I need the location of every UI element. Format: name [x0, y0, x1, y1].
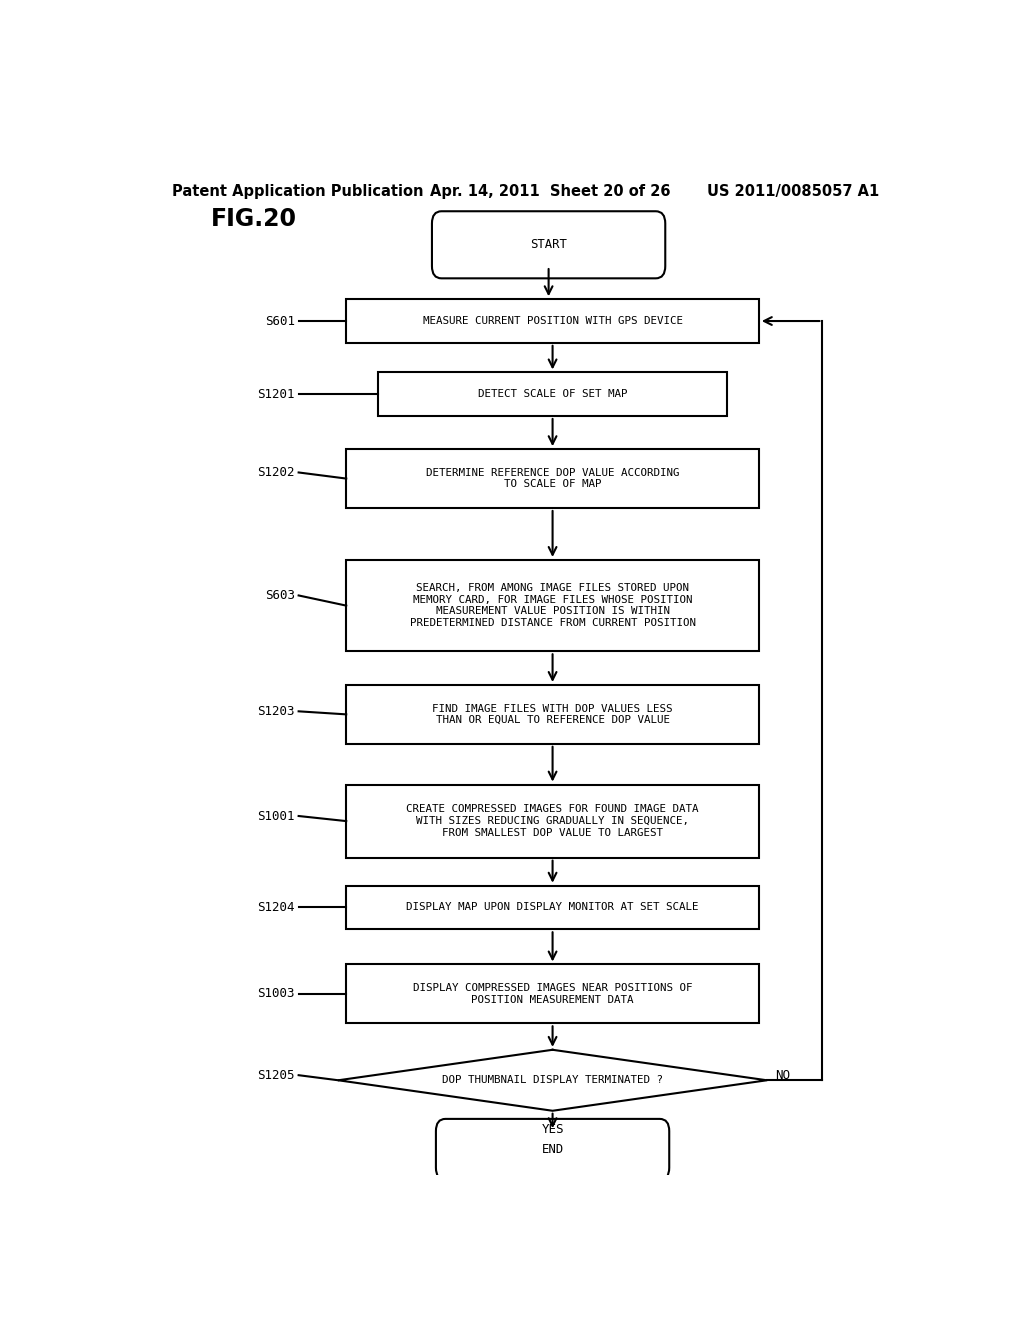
Text: FIND IMAGE FILES WITH DOP VALUES LESS
THAN OR EQUAL TO REFERENCE DOP VALUE: FIND IMAGE FILES WITH DOP VALUES LESS TH… — [432, 704, 673, 725]
Text: S1202: S1202 — [257, 466, 295, 479]
Bar — [346, 560, 759, 651]
Text: S1203: S1203 — [257, 705, 295, 718]
Bar — [346, 685, 759, 744]
Text: NO: NO — [775, 1069, 790, 1081]
Text: S1201: S1201 — [257, 388, 295, 401]
Text: DISPLAY MAP UPON DISPLAY MONITOR AT SET SCALE: DISPLAY MAP UPON DISPLAY MONITOR AT SET … — [407, 903, 698, 912]
Bar — [346, 300, 759, 343]
Text: S1205: S1205 — [257, 1069, 295, 1081]
Text: S1003: S1003 — [257, 987, 295, 1001]
Text: DETECT SCALE OF SET MAP: DETECT SCALE OF SET MAP — [478, 389, 628, 399]
Polygon shape — [338, 1049, 767, 1110]
Text: CREATE COMPRESSED IMAGES FOR FOUND IMAGE DATA
WITH SIZES REDUCING GRADUALLY IN S: CREATE COMPRESSED IMAGES FOR FOUND IMAGE… — [407, 804, 698, 838]
Text: DETERMINE REFERENCE DOP VALUE ACCORDING
TO SCALE OF MAP: DETERMINE REFERENCE DOP VALUE ACCORDING … — [426, 467, 679, 490]
FancyBboxPatch shape — [436, 1119, 670, 1180]
Text: S1204: S1204 — [257, 902, 295, 913]
Bar — [346, 784, 759, 858]
Bar — [346, 449, 759, 508]
Text: S1001: S1001 — [257, 809, 295, 822]
Text: YES: YES — [542, 1123, 564, 1137]
Text: S601: S601 — [264, 314, 295, 327]
Text: END: END — [542, 1143, 563, 1156]
Text: Apr. 14, 2011  Sheet 20 of 26: Apr. 14, 2011 Sheet 20 of 26 — [430, 183, 670, 199]
Bar — [346, 965, 759, 1023]
Text: MEASURE CURRENT POSITION WITH GPS DEVICE: MEASURE CURRENT POSITION WITH GPS DEVICE — [423, 315, 683, 326]
Text: US 2011/0085057 A1: US 2011/0085057 A1 — [708, 183, 880, 199]
Bar — [346, 886, 759, 929]
Text: DISPLAY COMPRESSED IMAGES NEAR POSITIONS OF
POSITION MEASUREMENT DATA: DISPLAY COMPRESSED IMAGES NEAR POSITIONS… — [413, 983, 692, 1005]
Text: SEARCH, FROM AMONG IMAGE FILES STORED UPON
MEMORY CARD, FOR IMAGE FILES WHOSE PO: SEARCH, FROM AMONG IMAGE FILES STORED UP… — [410, 583, 695, 628]
Text: START: START — [530, 239, 567, 251]
Text: Patent Application Publication: Patent Application Publication — [172, 183, 423, 199]
Text: DOP THUMBNAIL DISPLAY TERMINATED ?: DOP THUMBNAIL DISPLAY TERMINATED ? — [442, 1076, 664, 1085]
Bar — [378, 372, 727, 416]
Text: FIG.20: FIG.20 — [211, 207, 297, 231]
FancyBboxPatch shape — [432, 211, 666, 279]
Text: S603: S603 — [264, 589, 295, 602]
